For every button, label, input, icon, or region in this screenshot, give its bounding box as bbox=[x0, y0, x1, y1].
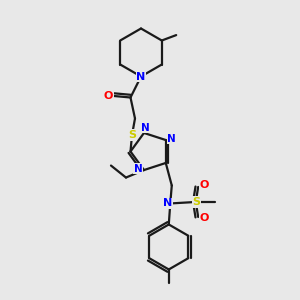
Text: S: S bbox=[128, 130, 136, 140]
Text: N: N bbox=[167, 134, 176, 143]
Text: N: N bbox=[163, 199, 172, 208]
Text: O: O bbox=[200, 181, 209, 190]
Text: N: N bbox=[136, 71, 146, 82]
Text: O: O bbox=[104, 91, 113, 101]
Text: N: N bbox=[134, 164, 142, 173]
Text: S: S bbox=[193, 197, 201, 207]
Text: N: N bbox=[141, 123, 150, 133]
Text: O: O bbox=[200, 214, 209, 224]
